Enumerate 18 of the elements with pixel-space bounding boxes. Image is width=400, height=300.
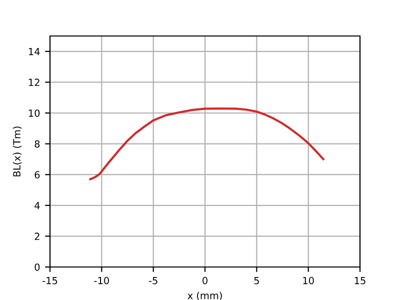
y-axis-title: BL(x) (Tm)	[12, 126, 22, 176]
y-tick-label: 4	[34, 202, 40, 210]
y-tick-label: 0	[34, 263, 40, 271]
y-tick-label: 12	[28, 78, 40, 86]
y-tick-label: 2	[34, 232, 40, 240]
x-tick-label: -5	[148, 277, 158, 284]
x-tick-label: -15	[42, 277, 58, 284]
x-tick-label: 15	[354, 277, 366, 284]
y-tick-label: 8	[34, 140, 40, 148]
y-tick-label: 10	[28, 109, 40, 117]
x-tick-label: 10	[303, 276, 314, 284]
y-tick-label: 6	[34, 171, 40, 178]
x-tick-label: -10	[94, 276, 109, 284]
x-axis-title: x (mm)	[188, 292, 222, 300]
line-series	[89, 107, 324, 180]
y-tick-label: 14	[28, 48, 40, 56]
x-tick-label: 5	[254, 277, 259, 284]
x-tick-label: 0	[202, 276, 208, 284]
